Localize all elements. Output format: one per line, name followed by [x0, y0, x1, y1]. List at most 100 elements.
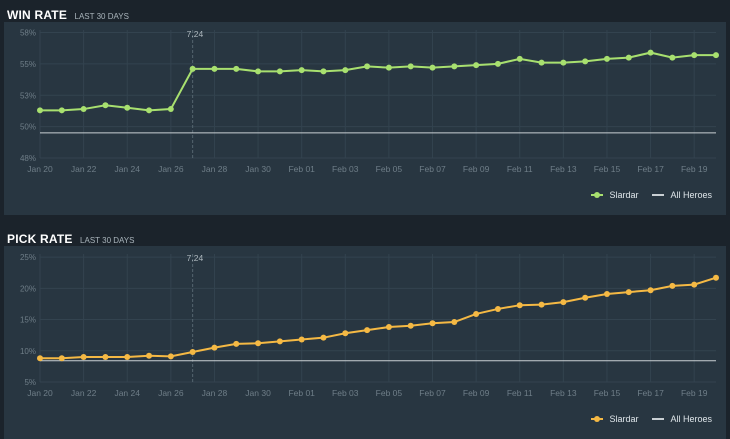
- x-tick-label: Feb 03: [332, 388, 359, 398]
- data-point: [211, 65, 218, 72]
- x-tick-label: Feb 13: [550, 388, 577, 398]
- panel-title: WIN RATE: [7, 8, 68, 22]
- data-point: [102, 354, 109, 361]
- data-point: [124, 104, 131, 111]
- data-point: [538, 301, 545, 308]
- x-tick-label: Feb 07: [419, 164, 446, 174]
- data-point: [429, 64, 436, 71]
- data-point: [233, 65, 240, 72]
- data-point: [167, 106, 174, 113]
- data-point: [713, 52, 719, 59]
- data-point: [516, 302, 523, 309]
- data-point: [582, 294, 589, 301]
- pick-rate-chart: 5% 10% 15% 20% 25% Jan 20 Jan 22 Jan 24 Jan 26 Ja…: [20, 253, 719, 398]
- legend-series-label: Slardar: [609, 190, 639, 200]
- x-tick-label: Feb 17: [637, 388, 664, 398]
- data-point: [80, 106, 87, 113]
- data-point: [364, 327, 371, 334]
- data-point: [167, 353, 174, 360]
- data-point: [669, 282, 676, 289]
- data-point: [582, 58, 589, 65]
- x-tick-label: Feb 17: [637, 164, 664, 174]
- data-point: [276, 68, 283, 75]
- y-tick-label: 58%: [20, 29, 36, 38]
- pick-rate-panel: PICK RATE LAST 30 DAYS 5% 10% 15% 20% 25% Jan…: [0, 224, 730, 439]
- data-point: [342, 67, 349, 74]
- data-point: [364, 63, 371, 70]
- panel-subtitle: LAST 30 DAYS: [74, 12, 129, 21]
- data-point: [625, 289, 632, 296]
- data-point: [233, 340, 240, 347]
- data-point: [407, 322, 414, 329]
- data-point: [146, 107, 153, 114]
- data-point: [669, 54, 676, 61]
- x-tick-label: Feb 15: [594, 164, 621, 174]
- win-rate-chart-area: 48% 50% 53% 55% 58% Jan 20 Jan 22 Jan 24 Jan 26 J…: [4, 22, 726, 215]
- data-point: [298, 336, 305, 343]
- y-tick-label: 15%: [20, 316, 36, 325]
- data-point: [255, 68, 262, 75]
- x-tick-label: Feb 07: [419, 388, 446, 398]
- annotation-label: 7.24: [187, 253, 204, 263]
- x-tick-label: Feb 09: [463, 164, 490, 174]
- data-point: [37, 355, 43, 362]
- x-tick-label: Jan 22: [71, 164, 97, 174]
- x-tick-label: Jan 26: [158, 164, 184, 174]
- y-tick-label: 5%: [24, 378, 36, 387]
- y-tick-label: 10%: [20, 347, 36, 356]
- x-tick-label: Feb 01: [288, 164, 315, 174]
- data-point: [342, 330, 349, 337]
- x-tick-label: Feb 05: [376, 388, 403, 398]
- x-tick-label: Feb 19: [681, 388, 708, 398]
- y-tick-label: 55%: [20, 60, 36, 69]
- x-tick-label: Jan 20: [27, 164, 53, 174]
- x-tick-label: Feb 01: [288, 388, 315, 398]
- series-line: [40, 276, 717, 360]
- x-tick-label: Jan 28: [202, 388, 228, 398]
- data-point: [80, 354, 87, 361]
- annotation-label: 7.24: [187, 29, 204, 39]
- legend-item-series[interactable]: Slardar: [591, 190, 638, 200]
- y-tick-label: 20%: [20, 284, 36, 293]
- legend-series-label: Slardar: [609, 414, 639, 424]
- data-point: [451, 319, 458, 326]
- x-tick-label: Feb 05: [376, 164, 403, 174]
- data-point: [494, 60, 501, 67]
- x-tick-label: Jan 30: [245, 388, 271, 398]
- x-tick-label: Jan 26: [158, 388, 184, 398]
- legend-item-series[interactable]: Slardar: [591, 414, 638, 424]
- x-tick-label: Jan 24: [114, 388, 140, 398]
- data-point: [37, 107, 43, 114]
- data-point: [538, 59, 545, 66]
- data-point: [451, 63, 458, 70]
- data-point: [189, 349, 196, 356]
- panel-title: PICK RATE: [7, 232, 73, 246]
- data-point: [58, 355, 65, 362]
- y-tick-label: 53%: [20, 91, 36, 100]
- legend-reference-label: All Heroes: [670, 414, 712, 424]
- data-point: [146, 352, 153, 359]
- win-rate-header: WIN RATE LAST 30 DAYS: [7, 6, 129, 24]
- data-point: [385, 324, 392, 331]
- data-point: [385, 64, 392, 71]
- data-point: [473, 62, 480, 69]
- data-point: [603, 55, 610, 62]
- chart-legend: Slardar All Heroes: [591, 414, 712, 424]
- panel-subtitle: LAST 30 DAYS: [80, 236, 135, 245]
- legend-item-reference[interactable]: All Heroes: [652, 190, 712, 200]
- data-point: [429, 320, 436, 327]
- x-tick-label: Feb 09: [463, 388, 490, 398]
- x-tick-label: Feb 11: [507, 164, 533, 174]
- legend-item-reference[interactable]: All Heroes: [652, 414, 712, 424]
- x-tick-label: Jan 30: [245, 164, 271, 174]
- data-point: [211, 344, 218, 351]
- x-tick-label: Jan 20: [27, 388, 53, 398]
- data-point: [494, 305, 501, 312]
- pick-rate-header: PICK RATE LAST 30 DAYS: [7, 230, 134, 248]
- data-point: [255, 340, 262, 347]
- x-tick-label: Feb 19: [681, 164, 708, 174]
- data-point: [189, 65, 196, 72]
- data-point: [58, 107, 65, 114]
- data-point: [320, 68, 327, 75]
- x-tick-label: Feb 03: [332, 164, 359, 174]
